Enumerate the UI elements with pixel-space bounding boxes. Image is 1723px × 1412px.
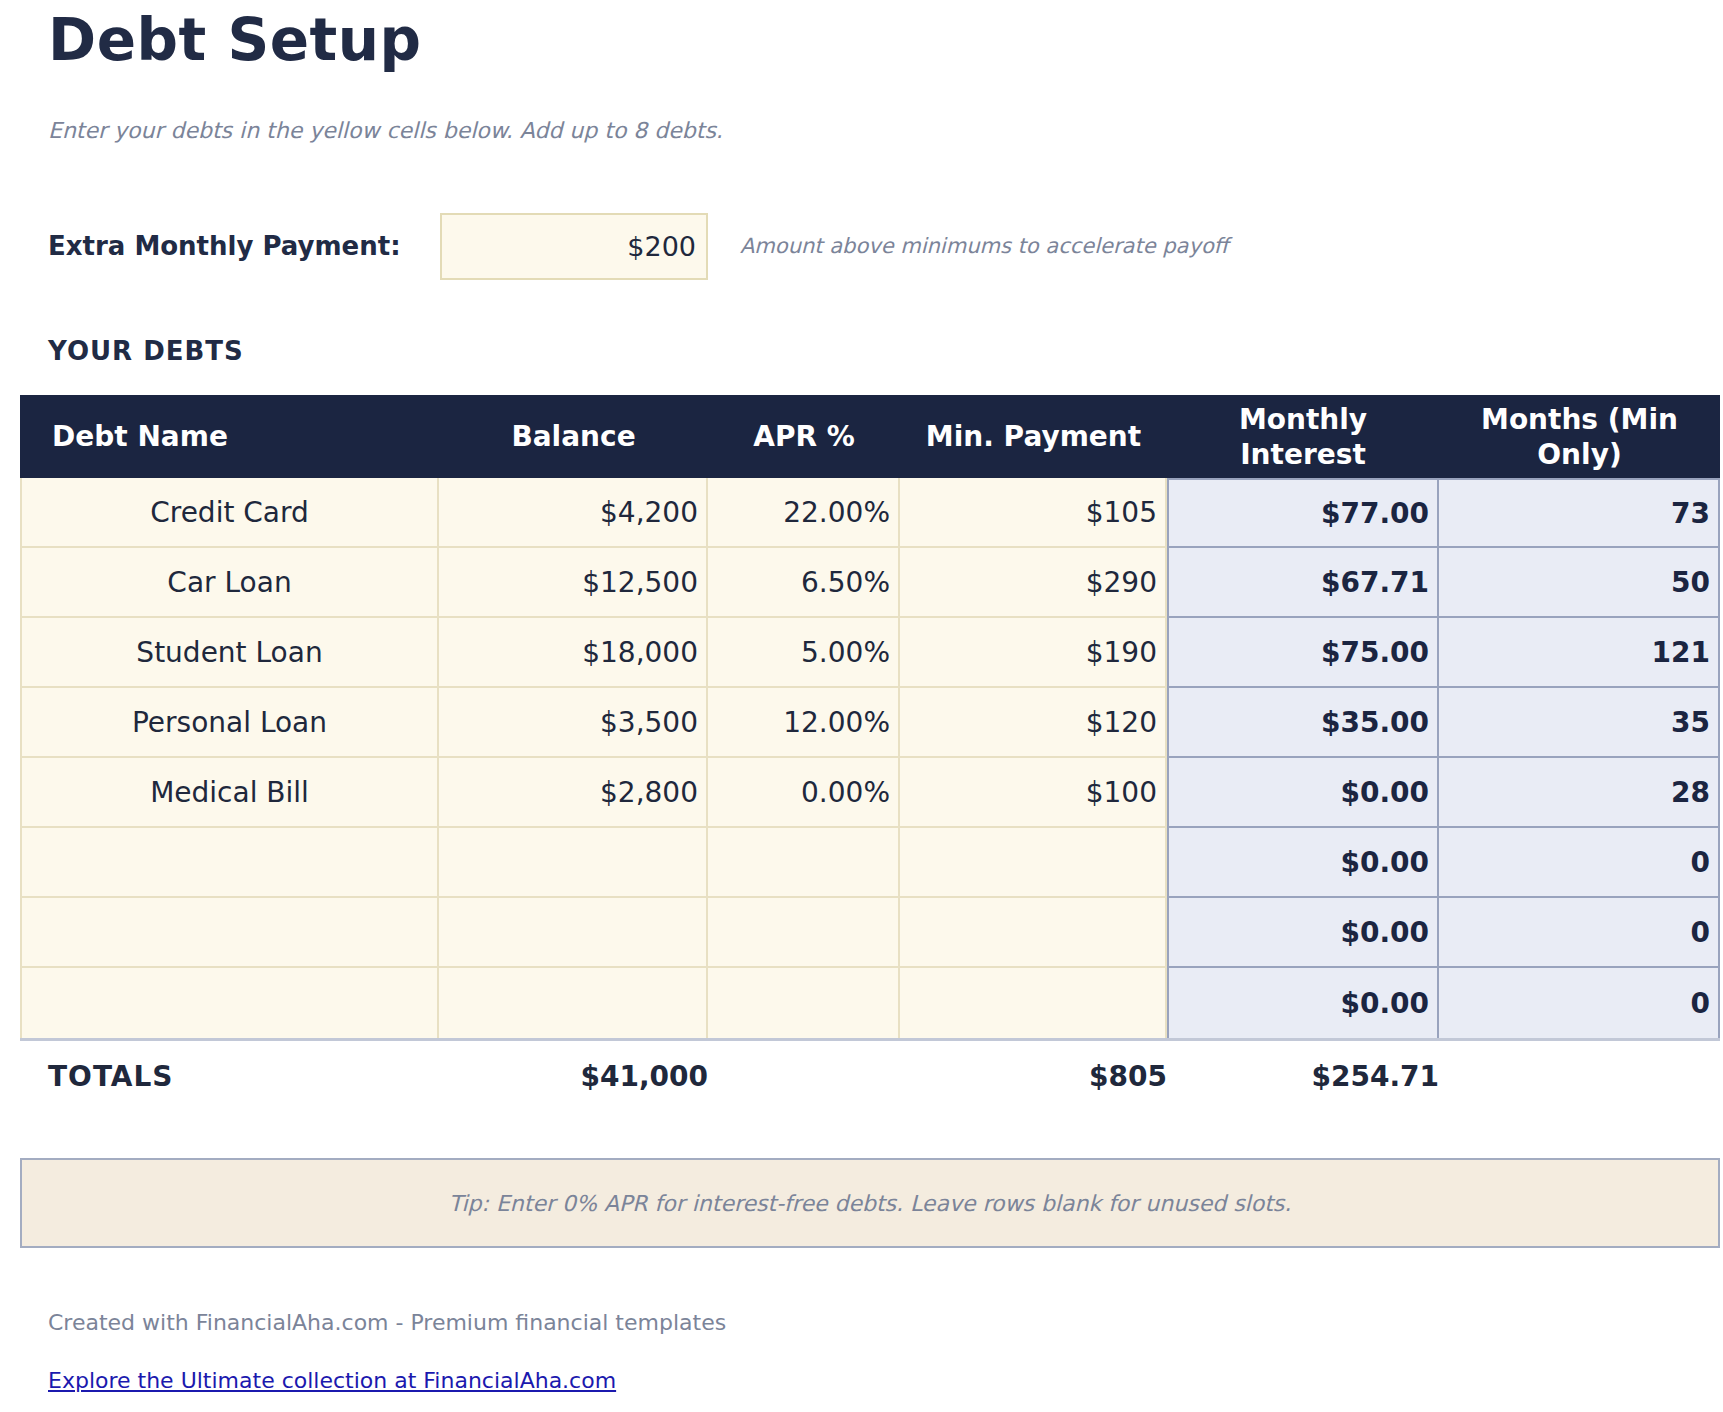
- cell-debt-name-row-3[interactable]: Student Loan: [20, 618, 439, 688]
- totals-min-payment: $805: [900, 1056, 1167, 1096]
- your-debts-heading: YOUR DEBTS: [48, 336, 244, 366]
- totals-label: TOTALS: [20, 1056, 439, 1096]
- cell-monthly-interest-row-8: $0.00: [1167, 968, 1439, 1038]
- extra-monthly-payment-label: Extra Monthly Payment:: [48, 231, 401, 261]
- cell-apr-row-7[interactable]: [708, 898, 900, 968]
- cell-monthly-interest-row-5: $0.00: [1167, 758, 1439, 828]
- page-subtitle: Enter your debts in the yellow cells bel…: [48, 118, 723, 143]
- cell-debt-name-row-2[interactable]: Car Loan: [20, 548, 439, 618]
- column-header-months-min-only: Months (Min Only): [1439, 395, 1720, 478]
- column-header-min-payment: Min. Payment: [900, 395, 1167, 478]
- footer-link[interactable]: Explore the Ultimate collection at Finan…: [48, 1368, 616, 1393]
- footer-credit: Created with FinancialAha.com - Premium …: [48, 1310, 726, 1335]
- cell-months-min-only-row-1: 73: [1439, 478, 1720, 548]
- cell-balance-row-2[interactable]: $12,500: [439, 548, 708, 618]
- cell-min-payment-row-8[interactable]: [900, 968, 1167, 1038]
- extra-monthly-payment-note: Amount above minimums to accelerate payo…: [740, 234, 1228, 258]
- cell-balance-row-4[interactable]: $3,500: [439, 688, 708, 758]
- cell-monthly-interest-row-3: $75.00: [1167, 618, 1439, 688]
- totals-row: TOTALS $41,000 $805 $254.71: [20, 1056, 1720, 1096]
- page-title: Debt Setup: [48, 6, 422, 74]
- cell-balance-row-1[interactable]: $4,200: [439, 478, 708, 548]
- extra-monthly-payment-input[interactable]: $200: [440, 213, 708, 280]
- cell-months-min-only-row-5: 28: [1439, 758, 1720, 828]
- cell-monthly-interest-row-7: $0.00: [1167, 898, 1439, 968]
- cell-monthly-interest-row-1: $77.00: [1167, 478, 1439, 548]
- cell-min-payment-row-2[interactable]: $290: [900, 548, 1167, 618]
- cell-apr-row-6[interactable]: [708, 828, 900, 898]
- cell-months-min-only-row-6: 0: [1439, 828, 1720, 898]
- cell-balance-row-3[interactable]: $18,000: [439, 618, 708, 688]
- column-header-balance: Balance: [439, 395, 708, 478]
- cell-debt-name-row-6[interactable]: [20, 828, 439, 898]
- tip-text: Tip: Enter 0% APR for interest-free debt…: [449, 1191, 1292, 1216]
- cell-months-min-only-row-3: 121: [1439, 618, 1720, 688]
- cell-min-payment-row-5[interactable]: $100: [900, 758, 1167, 828]
- cell-months-min-only-row-7: 0: [1439, 898, 1720, 968]
- cell-min-payment-row-7[interactable]: [900, 898, 1167, 968]
- cell-months-min-only-row-2: 50: [1439, 548, 1720, 618]
- cell-debt-name-row-1[interactable]: Credit Card: [20, 478, 439, 548]
- totals-balance: $41,000: [439, 1056, 708, 1096]
- tip-banner: Tip: Enter 0% APR for interest-free debt…: [20, 1158, 1720, 1248]
- cell-apr-row-3[interactable]: 5.00%: [708, 618, 900, 688]
- cell-min-payment-row-6[interactable]: [900, 828, 1167, 898]
- debts-table: Debt NameBalanceAPR %Min. PaymentMonthly…: [20, 395, 1720, 1041]
- cell-debt-name-row-7[interactable]: [20, 898, 439, 968]
- cell-balance-row-6[interactable]: [439, 828, 708, 898]
- column-header-debt-name: Debt Name: [20, 395, 439, 478]
- cell-monthly-interest-row-6: $0.00: [1167, 828, 1439, 898]
- cell-apr-row-1[interactable]: 22.00%: [708, 478, 900, 548]
- totals-months-spacer: [1439, 1056, 1720, 1096]
- cell-monthly-interest-row-2: $67.71: [1167, 548, 1439, 618]
- cell-balance-row-8[interactable]: [439, 968, 708, 1038]
- cell-months-min-only-row-4: 35: [1439, 688, 1720, 758]
- column-header-apr: APR %: [708, 395, 900, 478]
- cell-monthly-interest-row-4: $35.00: [1167, 688, 1439, 758]
- cell-months-min-only-row-8: 0: [1439, 968, 1720, 1038]
- cell-min-payment-row-4[interactable]: $120: [900, 688, 1167, 758]
- cell-debt-name-row-8[interactable]: [20, 968, 439, 1038]
- cell-apr-row-2[interactable]: 6.50%: [708, 548, 900, 618]
- cell-debt-name-row-5[interactable]: Medical Bill: [20, 758, 439, 828]
- totals-monthly-interest: $254.71: [1167, 1056, 1439, 1096]
- cell-debt-name-row-4[interactable]: Personal Loan: [20, 688, 439, 758]
- cell-balance-row-7[interactable]: [439, 898, 708, 968]
- cell-apr-row-5[interactable]: 0.00%: [708, 758, 900, 828]
- cell-apr-row-8[interactable]: [708, 968, 900, 1038]
- totals-apr-spacer: [708, 1056, 900, 1096]
- column-header-monthly-interest: Monthly Interest: [1167, 395, 1439, 478]
- cell-min-payment-row-1[interactable]: $105: [900, 478, 1167, 548]
- cell-balance-row-5[interactable]: $2,800: [439, 758, 708, 828]
- cell-min-payment-row-3[interactable]: $190: [900, 618, 1167, 688]
- cell-apr-row-4[interactable]: 12.00%: [708, 688, 900, 758]
